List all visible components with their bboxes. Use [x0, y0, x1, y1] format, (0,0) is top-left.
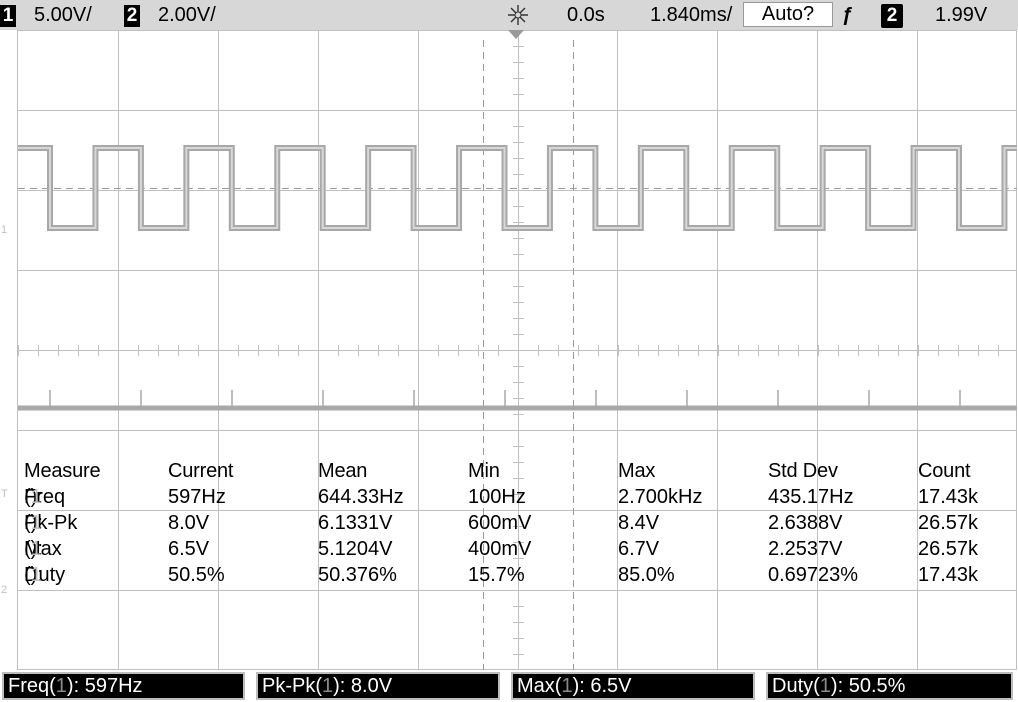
time-delay[interactable]: 0.0s: [567, 4, 605, 26]
header-count: Count: [918, 460, 971, 482]
ch1-scale[interactable]: 5.00V/: [34, 4, 92, 26]
measurement-header-row: Measure Current Mean Min Max Std Dev Cou…: [24, 458, 1014, 484]
header-min: Min: [468, 460, 500, 482]
trigger-position-marker: [508, 30, 524, 39]
pk-pk-std-dev: 2.6388V: [768, 512, 843, 534]
measurement-table: Measure Current Mean Min Max Std Dev Cou…: [24, 458, 1014, 588]
header-mean: Mean: [318, 460, 368, 482]
max-min: 400mV: [468, 538, 532, 560]
trigger-mode-button[interactable]: Auto?: [743, 2, 833, 27]
pk-pk-mean: 6.1331V: [318, 512, 393, 534]
max-std-dev: 2.2537V: [768, 538, 843, 560]
ground-markers: 1 T 2: [1, 224, 8, 596]
ch1-trace-core: [18, 147, 1017, 229]
pk-pk-current: 8.0V: [168, 512, 210, 534]
graticule: [17, 30, 1017, 670]
rising-edge-icon: ƒ: [842, 4, 854, 26]
softkey-bar: Freq(1): 597Hz Pk-Pk(1): 8.0V Max(1): 6.…: [0, 670, 1018, 702]
max-max: 6.7V: [618, 538, 660, 560]
softkey-max[interactable]: Max(1): 6.5V: [511, 672, 755, 700]
ch2-ground-marker: T: [1, 488, 8, 500]
measurement-row-freq: Freq(1): 597Hz 644.33Hz 100Hz 2.700kHz 4…: [24, 484, 1014, 510]
softkey-label: Freq: [8, 675, 50, 697]
trigger-level[interactable]: 1.99V: [935, 4, 988, 26]
measurement-row-duty: Duty(1): 50.5% 50.376% 15.7% 85.0% 0.697…: [24, 562, 1014, 588]
softkey-freq[interactable]: Freq(1): 597Hz: [2, 672, 245, 700]
softkey-source: 1: [561, 675, 573, 697]
softkey-value: 8.0V: [350, 675, 393, 697]
measurement-row-pk-pk: Pk-Pk(1): 8.0V 6.1331V 600mV 8.4V 2.6388…: [24, 510, 1014, 536]
ch1-indicator[interactable]: 1: [0, 3, 16, 27]
softkey-duty[interactable]: Duty(1): 50.5%: [766, 672, 1013, 700]
freq-current: 597Hz: [168, 486, 226, 508]
run-sparkle-icon: [505, 3, 531, 33]
softkey-label: Pk-Pk: [262, 675, 316, 697]
softkey-source: 1: [322, 675, 334, 697]
ch2-level-marker: 2: [1, 584, 7, 596]
header-measure: Measure: [24, 460, 101, 482]
pk-pk-max: 8.4V: [618, 512, 660, 534]
freq-std-dev: 435.17Hz: [768, 486, 854, 508]
duty-max: 85.0%: [618, 564, 675, 586]
header-std-dev: Std Dev: [768, 460, 838, 482]
waveform-traces: [18, 145, 1017, 411]
pk-pk-min: 600mV: [468, 512, 532, 534]
max-count: 26.57k: [918, 538, 979, 560]
measurement-name: Max(1):: [24, 538, 62, 560]
ch1-number-badge: 1: [0, 5, 16, 27]
measurement-name: Pk-Pk(1):: [24, 512, 78, 534]
freq-mean: 644.33Hz: [318, 486, 404, 508]
ch2-indicator[interactable]: 2: [124, 3, 140, 27]
softkey-source: 1: [55, 675, 67, 697]
header-max: Max: [618, 460, 656, 482]
trigger-source-badge: 2: [881, 4, 903, 28]
header-current: Current: [168, 460, 234, 482]
trigger-source-indicator[interactable]: 2: [881, 3, 903, 28]
measurement-row-max: Max(1): 6.5V 5.1204V 400mV 6.7V 2.2537V …: [24, 536, 1014, 562]
max-mean: 5.1204V: [318, 538, 393, 560]
duty-std-dev: 0.69723%: [768, 564, 859, 586]
ch1-ground-marker: 1: [1, 224, 7, 236]
softkey-label: Max: [517, 675, 555, 697]
pk-pk-count: 26.57k: [918, 512, 979, 534]
time-scale[interactable]: 1.840ms/: [650, 4, 733, 26]
duty-count: 17.43k: [918, 564, 979, 586]
softkey-pk-pk[interactable]: Pk-Pk(1): 8.0V: [256, 672, 500, 700]
freq-max: 2.700kHz: [618, 486, 703, 508]
softkey-value: 597Hz: [84, 675, 143, 697]
waveform-display: 1 T 2: [1, 30, 1017, 670]
ch2-scale[interactable]: 2.00V/: [158, 4, 216, 26]
softkey-source: 1: [819, 675, 831, 697]
freq-min: 100Hz: [468, 486, 526, 508]
duty-min: 15.7%: [468, 564, 525, 586]
duty-mean: 50.376%: [318, 564, 397, 586]
status-bar: 1 5.00V/ 2 2.00V/ 0.0s 1.840ms/ Auto? ƒ …: [0, 0, 1018, 30]
softkey-value: 50.5%: [848, 675, 906, 697]
freq-count: 17.43k: [918, 486, 979, 508]
ch2-number-badge: 2: [124, 5, 140, 27]
measurement-name: Duty(1):: [24, 564, 66, 586]
max-current: 6.5V: [168, 538, 210, 560]
softkey-label: Duty: [772, 675, 814, 697]
measurement-name: Freq(1):: [24, 486, 66, 508]
softkey-value: 6.5V: [590, 675, 632, 697]
duty-current: 50.5%: [168, 564, 225, 586]
